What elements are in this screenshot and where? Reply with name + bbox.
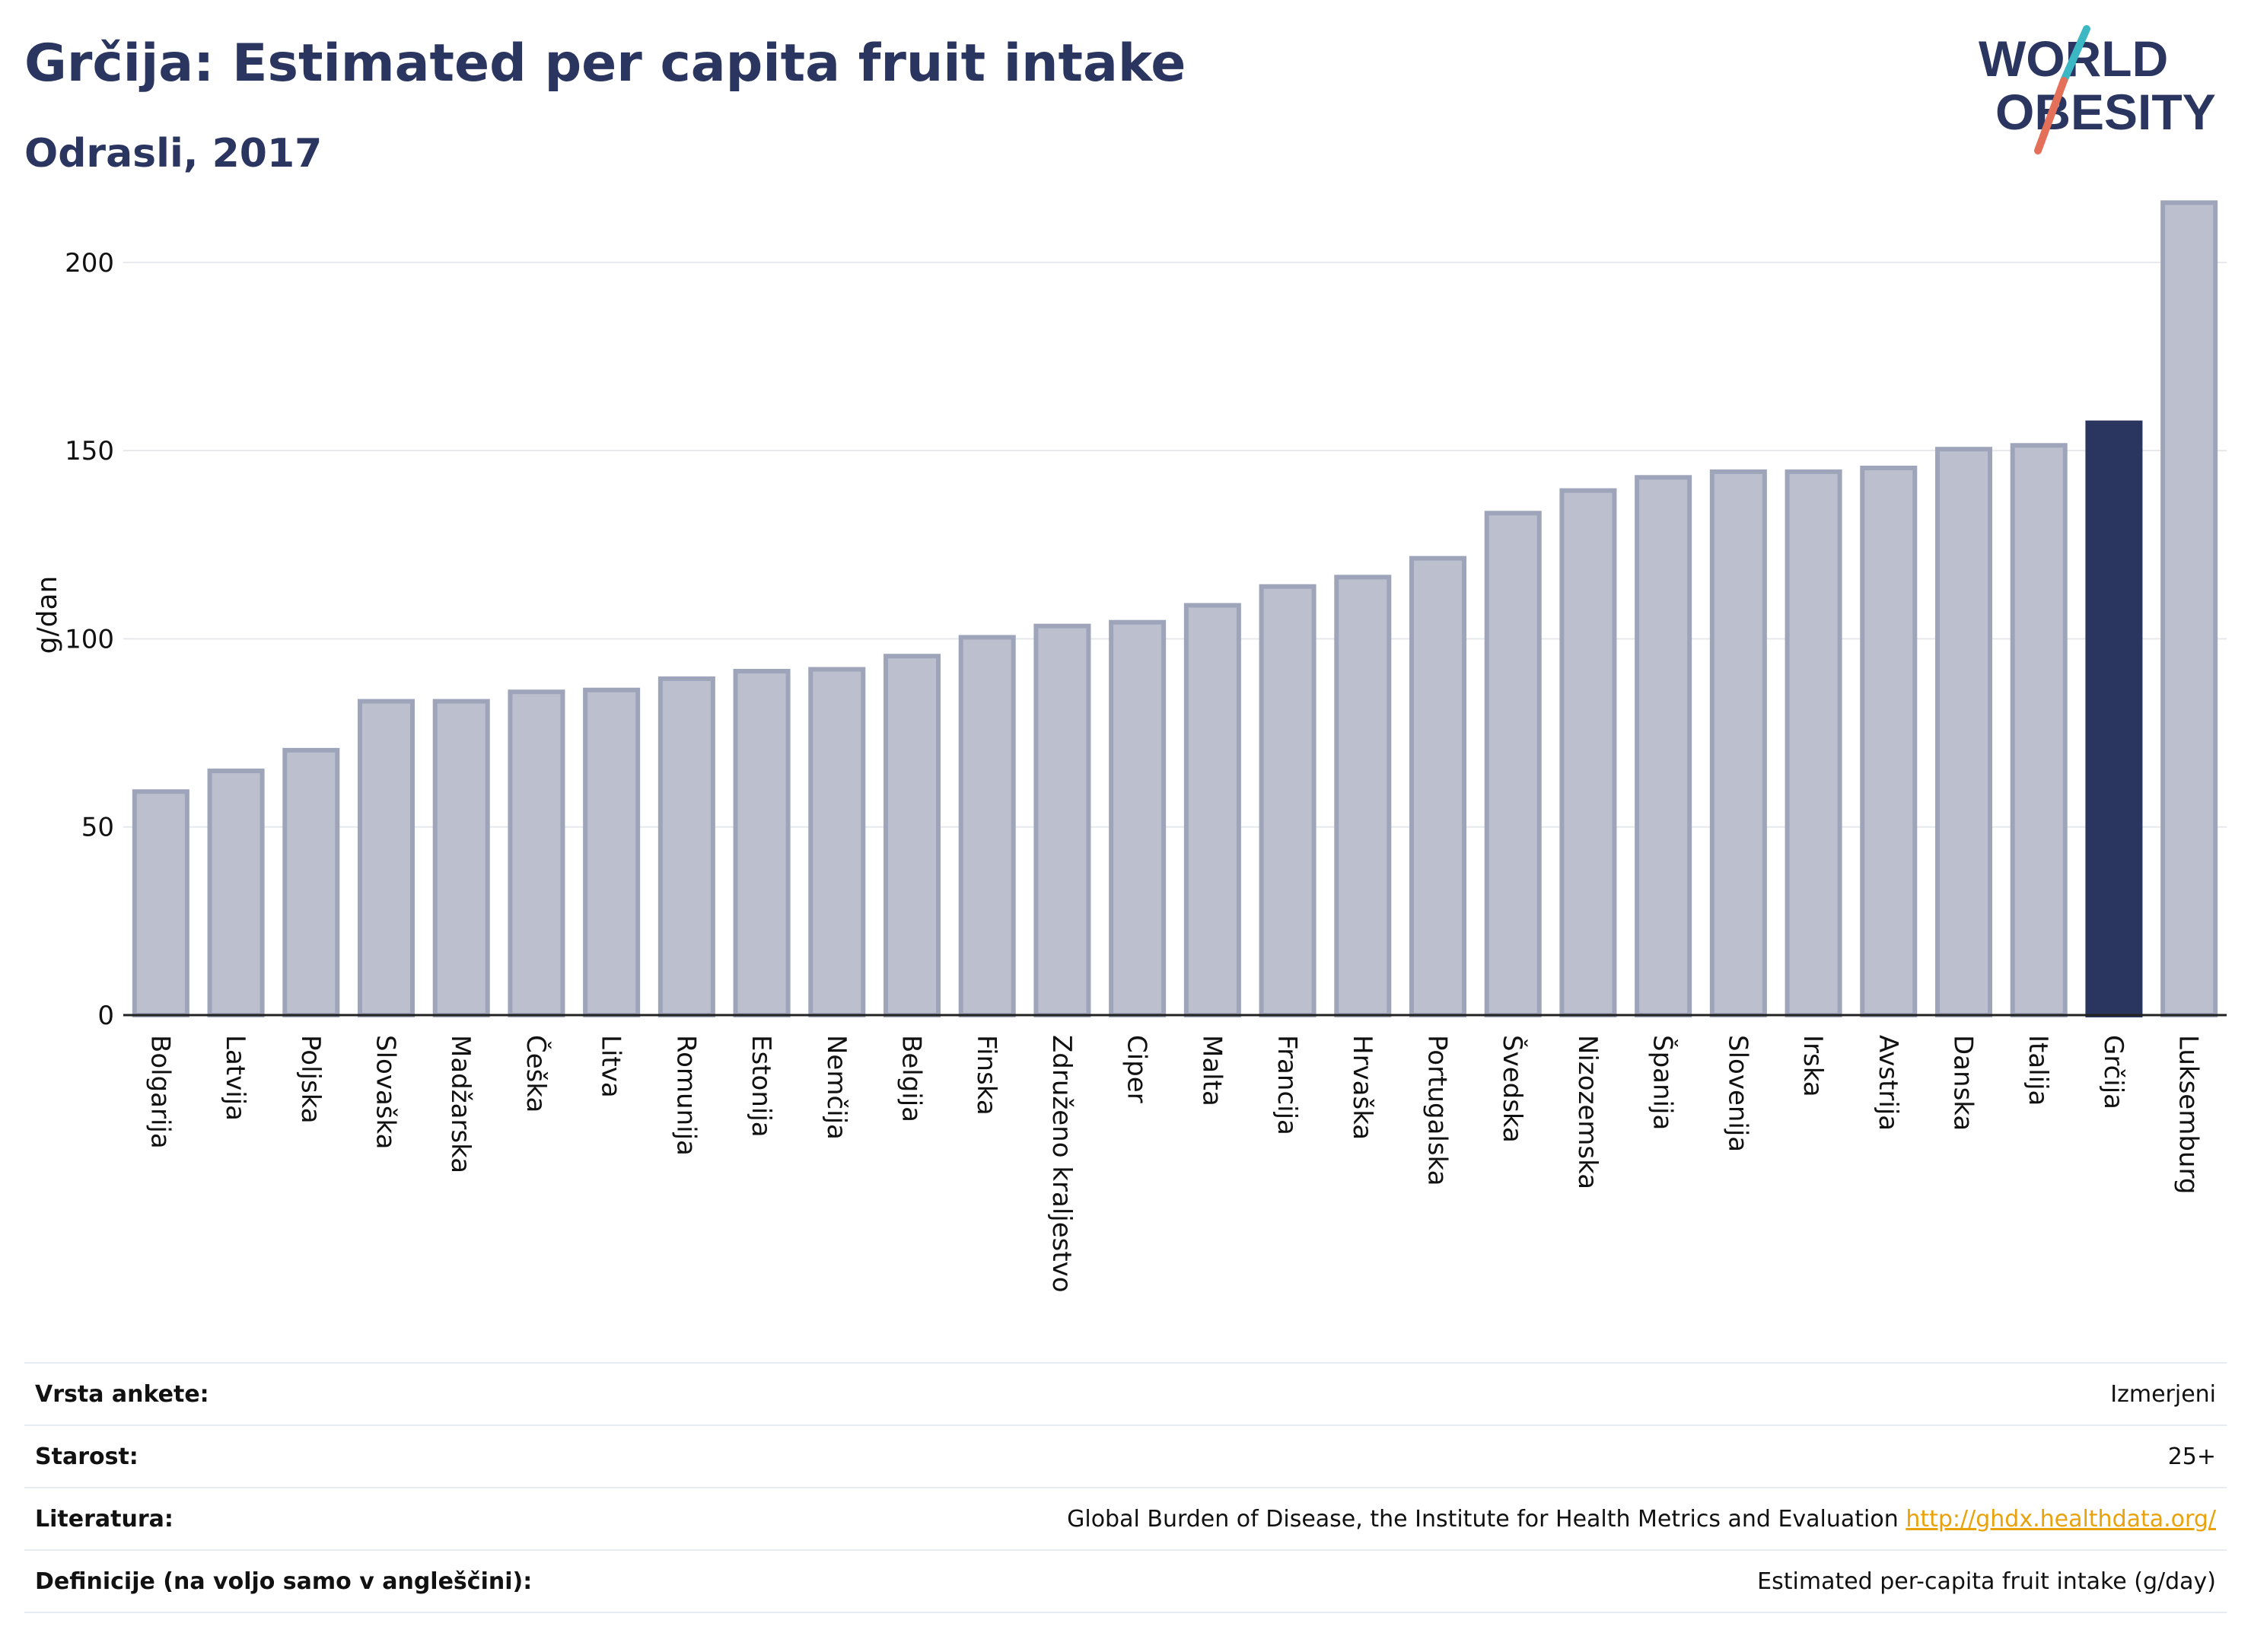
bar[interactable] bbox=[2010, 443, 2068, 1017]
x-tick-label: Francija bbox=[1272, 1035, 1302, 1135]
x-tick-label: Danska bbox=[1948, 1035, 1979, 1131]
y-tick-label: 0 bbox=[97, 1001, 114, 1031]
info-value-text: 25+ bbox=[2167, 1443, 2216, 1470]
source-link[interactable]: http://ghdx.healthdata.org/ bbox=[1906, 1505, 2216, 1533]
bar[interactable] bbox=[1484, 511, 1542, 1017]
x-tick-label: Portugalska bbox=[1422, 1035, 1453, 1186]
bar[interactable] bbox=[583, 687, 641, 1018]
info-key: Definicije (na voljo samo v angleščini): bbox=[35, 1568, 533, 1595]
x-tick-label: Grčija bbox=[2098, 1035, 2128, 1109]
chart-subtitle: Odrasli, 2017 bbox=[24, 131, 323, 177]
bars bbox=[132, 200, 2218, 1018]
logo-slash-coral bbox=[2034, 77, 2068, 154]
info-table: Vrsta ankete: Izmerjeni Starost: 25+ Literat… bbox=[24, 1362, 2227, 1613]
bar[interactable] bbox=[207, 769, 265, 1018]
info-key: Starost: bbox=[35, 1443, 138, 1470]
x-tick-label: Hrvaška bbox=[1347, 1035, 1377, 1140]
x-tick-label: Bolgarija bbox=[145, 1035, 175, 1149]
x-tick-label: Luksemburg bbox=[2173, 1035, 2204, 1194]
bar[interactable] bbox=[1559, 488, 1617, 1017]
x-tick-label: Avstrija bbox=[1873, 1035, 1903, 1131]
info-value: Estimated per-capita fruit intake (g/day… bbox=[700, 1550, 2227, 1612]
x-tick-label: Španija bbox=[1648, 1035, 1679, 1130]
x-tick-label: Poljska bbox=[295, 1035, 326, 1124]
bar-highlight[interactable] bbox=[2085, 420, 2143, 1017]
bar[interactable] bbox=[958, 635, 1016, 1017]
x-tick-label: Irska bbox=[1797, 1035, 1828, 1097]
logo-line-2: OBESITY bbox=[1995, 84, 2216, 140]
bar[interactable] bbox=[2160, 200, 2218, 1017]
bar[interactable] bbox=[1635, 475, 1692, 1017]
x-tick-label: Nizozemska bbox=[1572, 1035, 1603, 1189]
bar[interactable] bbox=[733, 669, 791, 1017]
y-axis-label: g/dan bbox=[32, 576, 63, 654]
y-tick-label: 100 bbox=[65, 624, 114, 654]
info-value: Izmerjeni bbox=[700, 1363, 2227, 1425]
bar[interactable] bbox=[808, 667, 866, 1018]
x-tick-label: Litva bbox=[596, 1035, 626, 1098]
bar[interactable] bbox=[1934, 447, 1993, 1017]
x-tick-label: Ciper bbox=[1122, 1035, 1152, 1103]
y-tick-label: 150 bbox=[65, 436, 114, 466]
x-tick-label: Slovaška bbox=[371, 1035, 401, 1149]
x-tick-label: Latvija bbox=[220, 1035, 250, 1121]
chart-title: Grčija: Estimated per capita fruit intak… bbox=[24, 33, 1186, 94]
bar[interactable] bbox=[132, 789, 189, 1017]
bar[interactable] bbox=[1709, 469, 1767, 1017]
bar-chart: 0 50 100 150 200 Bolgarija Latvija Poljska Slova… bbox=[32, 200, 2227, 1293]
bar[interactable] bbox=[357, 699, 415, 1018]
bar[interactable] bbox=[1109, 619, 1167, 1017]
info-key: Literatura: bbox=[35, 1505, 174, 1533]
info-key: Vrsta ankete: bbox=[35, 1380, 209, 1408]
info-value-text: Estimated per-capita fruit intake (g/day… bbox=[1757, 1568, 2216, 1595]
bar[interactable] bbox=[1183, 603, 1241, 1017]
info-row: Definicije (na voljo samo v angleščini):… bbox=[24, 1550, 2227, 1612]
info-value-text: Global Burden of Disease, the Institute … bbox=[1067, 1505, 1899, 1533]
bar[interactable] bbox=[1409, 555, 1467, 1017]
x-tick-label: Estonija bbox=[746, 1035, 776, 1138]
world-obesity-logo: WORLD OBESITY bbox=[1979, 25, 2216, 154]
x-tick-label: Slovenija bbox=[1722, 1035, 1753, 1152]
info-value: 25+ bbox=[700, 1425, 2227, 1488]
bar[interactable] bbox=[1334, 575, 1392, 1017]
info-row: Literatura: Global Burden of Disease, the… bbox=[24, 1488, 2227, 1550]
bar[interactable] bbox=[282, 747, 340, 1017]
x-tick-label: Romunija bbox=[670, 1035, 701, 1156]
x-tick-label: Belgija bbox=[896, 1035, 927, 1122]
x-tick-label: Češka bbox=[521, 1035, 552, 1112]
x-tick-label: Malta bbox=[1196, 1035, 1227, 1106]
x-tick-label: Italija bbox=[2023, 1035, 2053, 1106]
bar[interactable] bbox=[1785, 469, 1842, 1017]
bar[interactable] bbox=[657, 676, 715, 1018]
x-tick-label: Finska bbox=[971, 1035, 1001, 1116]
axes: 0 50 100 150 200 Bolgarija Latvija Poljska Slova… bbox=[65, 248, 2227, 1293]
x-tick-label: Madžarska bbox=[445, 1035, 476, 1173]
info-row: Starost: 25+ bbox=[24, 1425, 2227, 1488]
bar[interactable] bbox=[883, 654, 941, 1018]
bar[interactable] bbox=[432, 699, 490, 1018]
x-tick-label: Združeno kraljestvo bbox=[1046, 1035, 1077, 1293]
bar[interactable] bbox=[508, 689, 565, 1018]
info-value-text: Izmerjeni bbox=[2110, 1380, 2216, 1408]
logo-slash-teal bbox=[2060, 25, 2090, 84]
y-tick-label: 50 bbox=[81, 813, 114, 843]
bar[interactable] bbox=[1259, 584, 1317, 1017]
info-value: Global Burden of Disease, the Institute … bbox=[700, 1488, 2227, 1550]
bar[interactable] bbox=[1860, 465, 1918, 1017]
x-tick-label: Švedska bbox=[1497, 1035, 1528, 1143]
x-tick-label: Nemčija bbox=[821, 1035, 852, 1140]
bar[interactable] bbox=[1033, 623, 1091, 1017]
info-row: Vrsta ankete: Izmerjeni bbox=[24, 1363, 2227, 1425]
y-tick-label: 200 bbox=[65, 248, 114, 279]
